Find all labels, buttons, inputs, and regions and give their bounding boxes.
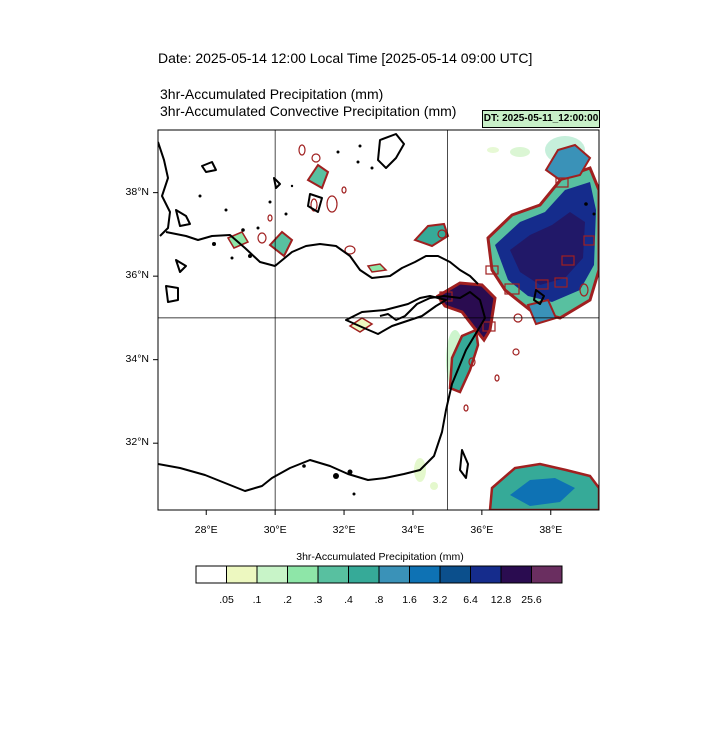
lon-label: 34°E xyxy=(401,524,425,536)
colorbar-box-9 xyxy=(470,565,502,584)
coastlines xyxy=(158,133,545,492)
lat-label: 38°N xyxy=(125,185,149,198)
lon-label: 38°E xyxy=(539,524,563,536)
lon-label: 30°E xyxy=(263,524,287,536)
colorbar-box-5 xyxy=(348,565,380,584)
colorbar-box-7 xyxy=(409,565,441,584)
lat-label: 36°N xyxy=(125,269,149,282)
colorbar-label: .4 xyxy=(344,594,353,606)
small-islands xyxy=(198,144,596,496)
colorbar-box-1 xyxy=(226,565,258,584)
colorbar-label: 12.8 xyxy=(490,594,512,606)
colorbar-label: 1.6 xyxy=(402,594,417,606)
convective-contours xyxy=(257,144,595,412)
title-convective-precipitation: 3hr-Accumulated Convective Precipitation… xyxy=(160,103,457,119)
lon-label: 28°E xyxy=(194,524,218,536)
lon-label: 36°E xyxy=(470,524,494,536)
colorbar-label: .2 xyxy=(283,594,292,606)
colorbar-box-8 xyxy=(439,565,471,584)
grid-lines xyxy=(158,130,599,510)
axis-ticks xyxy=(153,192,552,515)
colorbar-box-0 xyxy=(195,565,227,584)
dt-label-box: DT: 2025-05-11_12:00:00 xyxy=(482,110,600,128)
colorbar-label: 6.4 xyxy=(463,594,478,606)
colorbar-label: 25.6 xyxy=(521,594,542,606)
date-line: Date: 2025-05-14 12:00 Local Time [2025-… xyxy=(158,50,533,66)
colorbar-boxes xyxy=(195,565,563,584)
colorbar-label: 3.2 xyxy=(432,594,448,606)
colorbar-label: .8 xyxy=(374,594,384,606)
map-frame xyxy=(157,129,600,511)
colorbar-label: .1 xyxy=(252,594,262,606)
colorbar-box-2 xyxy=(256,565,288,584)
colorbar-label: .3 xyxy=(313,594,323,606)
colorbar-box-3 xyxy=(287,565,319,584)
colorbar-label: .05 xyxy=(219,594,234,606)
colorbar-title: 3hr-Accumulated Precipitation (mm) xyxy=(296,551,464,563)
lat-label: 32°N xyxy=(125,436,149,449)
colorbar-box-4 xyxy=(317,565,349,584)
colorbar-box-10 xyxy=(500,565,532,584)
lon-label: 32°E xyxy=(332,524,356,536)
lat-label: 34°N xyxy=(125,352,149,365)
colorbar-box-6 xyxy=(378,565,410,584)
title-precipitation: 3hr-Accumulated Precipitation (mm) xyxy=(160,86,384,102)
colorbar-box-11 xyxy=(531,565,563,584)
map-area xyxy=(158,130,599,510)
